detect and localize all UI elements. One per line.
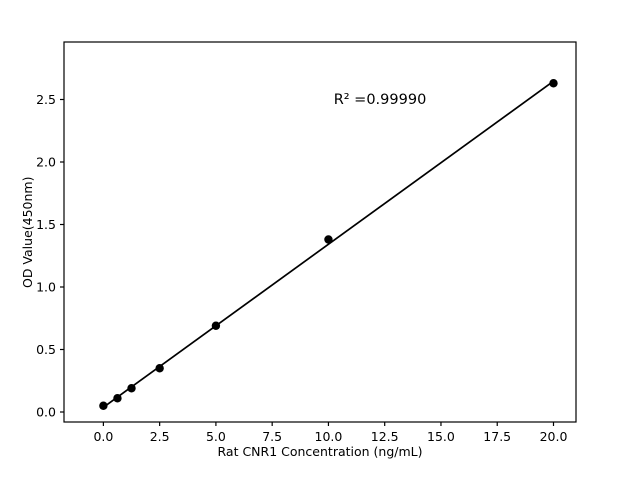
- x-tick-label: 7.5: [262, 429, 282, 444]
- data-point: [211, 321, 221, 330]
- x-tick-label: 10.0: [315, 429, 343, 444]
- data-point: [155, 364, 164, 373]
- x-tick-label: 15.0: [427, 429, 455, 444]
- data-point: [324, 235, 333, 244]
- data-point: [549, 79, 558, 88]
- r-squared-annotation: R² =0.99990: [333, 92, 427, 108]
- y-axis-label: OD Value(450nm): [20, 176, 35, 288]
- data-point: [127, 384, 136, 393]
- y-tick-label: 0.5: [36, 342, 56, 357]
- x-tick-label: 17.5: [483, 429, 511, 444]
- x-tick-label: 5.0: [206, 429, 226, 444]
- x-tick-label: 0.0: [93, 429, 113, 444]
- y-tick-label: 1.5: [36, 217, 56, 232]
- data-point: [113, 394, 122, 403]
- x-tick-label: 2.5: [150, 429, 170, 444]
- x-axis-label: Rat CNR1 Concentration (ng/mL): [217, 444, 423, 459]
- y-tick-label: 1.0: [36, 280, 56, 295]
- y-tick-label: 2.0: [36, 155, 56, 170]
- data-point: [99, 401, 108, 410]
- fit-line: [102, 80, 554, 408]
- y-tick-label: 2.5: [36, 92, 56, 107]
- x-tick-label: 12.5: [371, 429, 399, 444]
- x-tick-label: 20.0: [540, 429, 568, 444]
- plot-frame: [63, 41, 577, 423]
- y-tick-label: 0.0: [36, 405, 56, 420]
